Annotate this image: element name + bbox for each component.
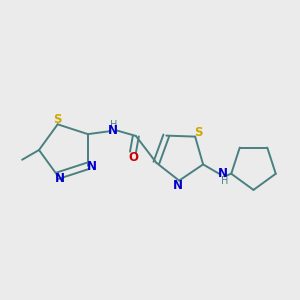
Text: H: H bbox=[110, 120, 117, 130]
Text: N: N bbox=[172, 178, 183, 192]
Text: O: O bbox=[128, 151, 138, 164]
Text: N: N bbox=[55, 172, 65, 184]
Text: S: S bbox=[194, 126, 203, 139]
Text: S: S bbox=[53, 113, 62, 126]
Text: H: H bbox=[221, 176, 228, 186]
Text: N: N bbox=[218, 167, 228, 180]
Text: N: N bbox=[108, 124, 118, 137]
Text: N: N bbox=[87, 160, 97, 173]
